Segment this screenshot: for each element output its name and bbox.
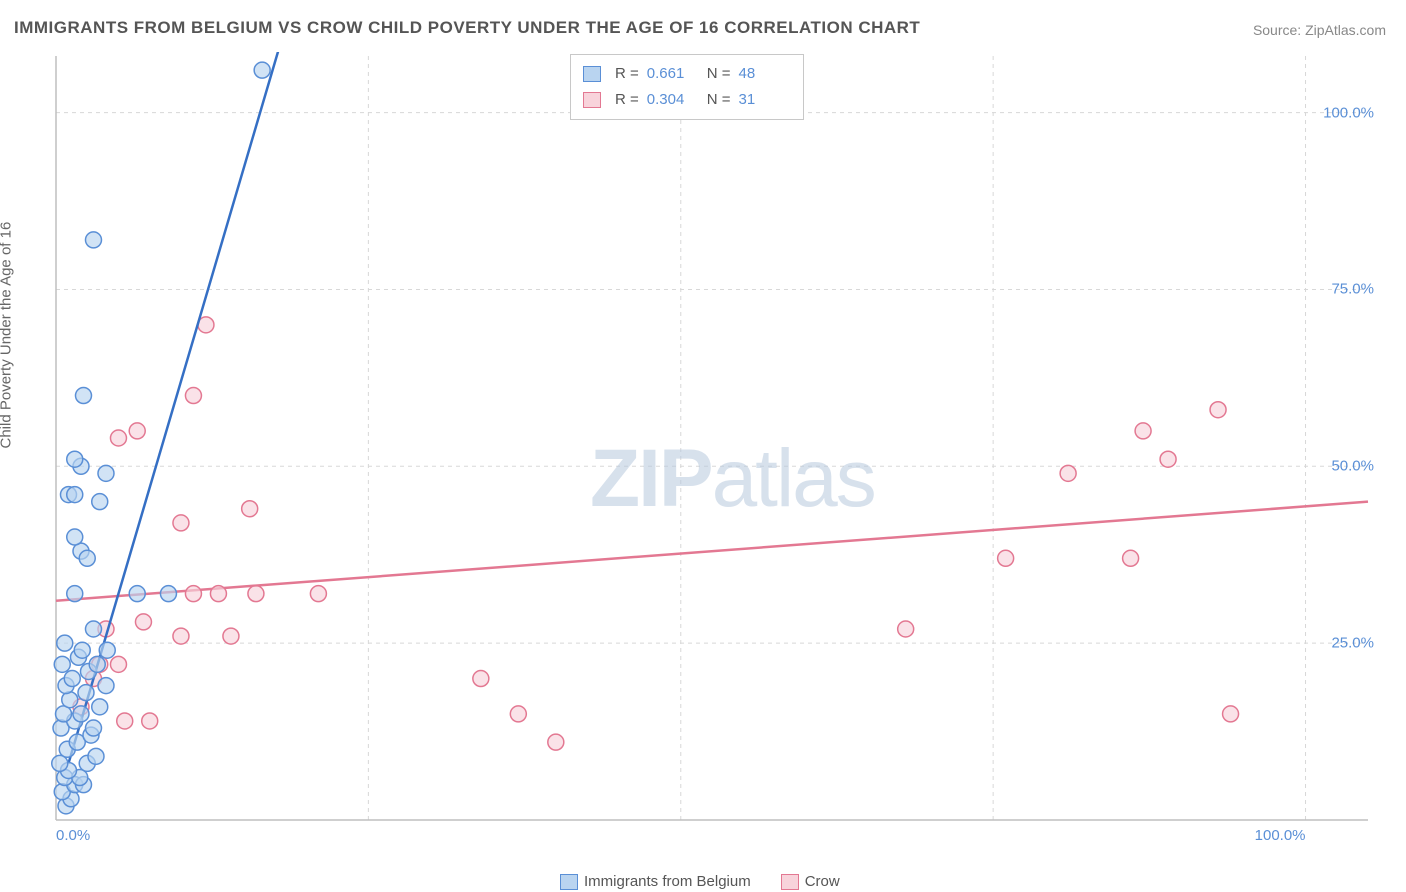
legend-label: Immigrants from Belgium [584,873,751,890]
source-label: Source: ZipAtlas.com [1253,22,1386,38]
bottom-legend: Immigrants from Belgium Crow [560,873,840,890]
legend-item-crow: Crow [781,873,840,890]
stat-row-crow: R = 0.304 N = 31 [583,87,791,113]
r-value: 0.304 [647,87,699,113]
y-tick-label: 100.0% [1323,104,1374,121]
stat-legend-box: R = 0.661 N = 48 R = 0.304 N = 31 [570,54,804,120]
legend-label: Crow [805,873,840,890]
legend-item-belgium: Immigrants from Belgium [560,873,751,890]
scatter-plot [50,52,1384,842]
swatch-belgium-icon [583,66,601,82]
n-label: N = [707,87,731,113]
n-value: 31 [739,87,791,113]
y-axis-label: Child Poverty Under the Age of 16 [0,222,15,449]
n-value: 48 [739,61,791,87]
n-label: N = [707,61,731,87]
chart-title: IMMIGRANTS FROM BELGIUM VS CROW CHILD PO… [14,18,920,38]
r-label: R = [615,61,639,87]
swatch-belgium-icon [560,874,578,890]
swatch-crow-icon [583,92,601,108]
r-value: 0.661 [647,61,699,87]
y-tick-label: 50.0% [1331,458,1374,475]
stat-row-belgium: R = 0.661 N = 48 [583,61,791,87]
x-tick-label: 100.0% [1255,827,1306,844]
chart-area: ZIPatlas 25.0%50.0%75.0%100.0% 0.0%100.0… [50,52,1384,842]
r-label: R = [615,87,639,113]
x-tick-label: 0.0% [56,827,90,844]
y-tick-label: 75.0% [1331,281,1374,298]
swatch-crow-icon [781,874,799,890]
y-tick-label: 25.0% [1331,635,1374,652]
